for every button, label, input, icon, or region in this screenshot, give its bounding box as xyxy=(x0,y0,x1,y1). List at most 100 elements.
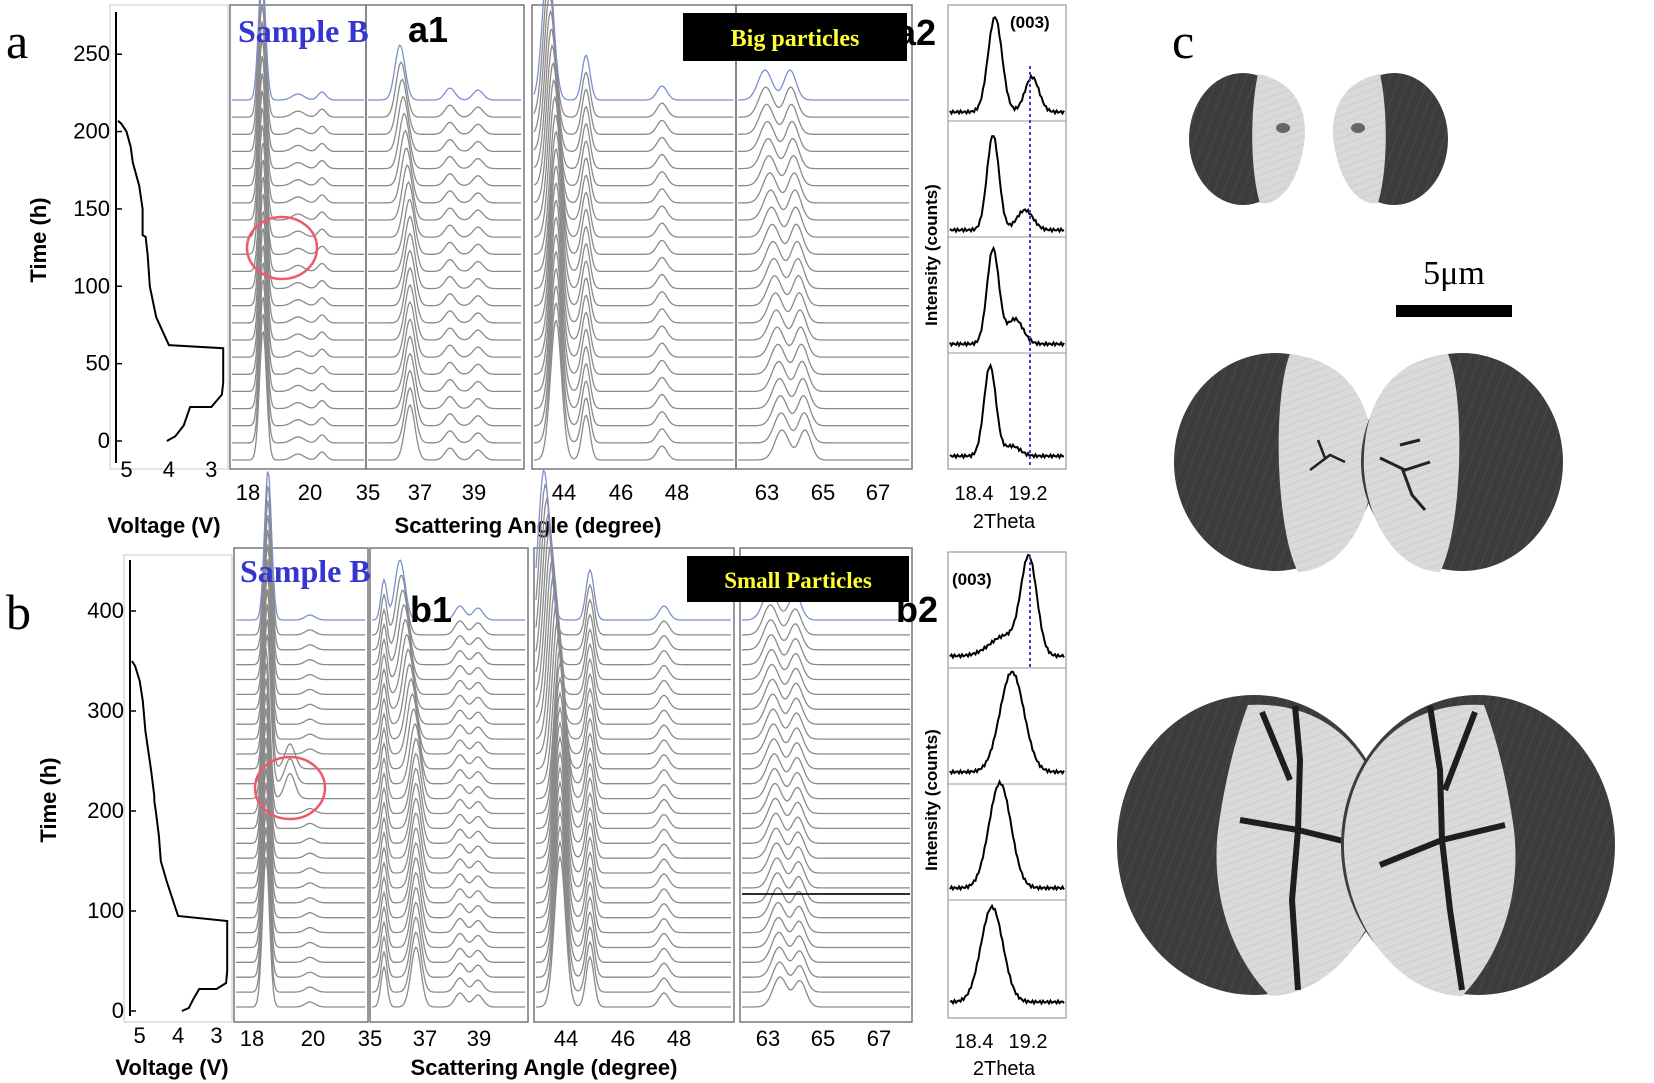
angle-ticks-a: 18 20 35 37 39 44 46 48 63 65 67 xyxy=(236,480,890,505)
peak-label-003: (003) xyxy=(1010,13,1050,32)
tick-label: 44 xyxy=(552,480,576,505)
diffraction-trace xyxy=(533,28,734,170)
diffraction-trace xyxy=(232,296,364,427)
diffraction-trace xyxy=(742,723,910,755)
voltage-plot-frame xyxy=(123,554,233,1023)
voltage-axis-label: Voltage (V) xyxy=(115,1055,228,1080)
diffraction-trace xyxy=(371,916,525,978)
diffraction-trace xyxy=(232,313,364,444)
time-tick-label: 0 xyxy=(112,998,124,1023)
tick-label: 20 xyxy=(301,1026,325,1051)
diffraction-trace xyxy=(533,164,734,307)
voltage-axis-ticks: 5 4 3 xyxy=(134,1023,223,1048)
sample-label: Sample B xyxy=(240,553,371,589)
diffraction-trace xyxy=(371,559,525,621)
diffraction-trace xyxy=(738,120,909,153)
diffraction-trace xyxy=(236,722,365,874)
inset-y-label: Intensity (counts) xyxy=(922,184,941,326)
diffraction-trace xyxy=(236,663,365,815)
diffraction-trace xyxy=(533,0,734,118)
diffraction-trace xyxy=(535,497,731,651)
diffraction-trace xyxy=(236,752,365,904)
diffraction-trace xyxy=(742,767,910,800)
diffraction-trace xyxy=(742,842,910,874)
waterfall-a: Sample B a1 Big particles 18 20 35 37 39… xyxy=(229,0,913,538)
diffraction-trace xyxy=(742,857,910,889)
time-tick-label: 400 xyxy=(87,598,124,623)
waterfall-frame-3 xyxy=(533,547,735,1023)
diffraction-trace xyxy=(368,112,521,170)
inset-b2: b2 (003) Intensity (counts) 18.4 19.2 2T… xyxy=(896,551,1067,1080)
diffraction-trace xyxy=(742,693,910,725)
diffraction-trace xyxy=(368,198,521,255)
diffraction-trace xyxy=(236,693,365,844)
inset-peak-curve xyxy=(949,670,1065,776)
diffraction-trace xyxy=(371,722,525,785)
time-tick-label: 200 xyxy=(87,798,124,823)
badge-big-particles: Big particles xyxy=(731,26,860,52)
diffraction-trace xyxy=(368,300,521,358)
voltage-plot-b: 0 100 200 300 400 5 4 3 Time (h) Voltage (V) xyxy=(36,554,233,1080)
tick-label: 35 xyxy=(356,480,380,505)
time-tick-label: 100 xyxy=(73,273,110,298)
diffraction-trace xyxy=(535,469,731,621)
diffraction-trace xyxy=(533,130,734,273)
diffraction-trace xyxy=(536,735,731,889)
diffraction-trace xyxy=(236,782,365,934)
diffraction-trace xyxy=(368,318,521,375)
inset-peak-curve xyxy=(949,778,1065,892)
voltage-plot-frame xyxy=(109,4,229,470)
diffraction-trace xyxy=(536,765,731,919)
diffraction-trace xyxy=(368,386,521,444)
diffraction-trace xyxy=(371,827,525,889)
diffraction-trace xyxy=(232,176,364,307)
diffraction-trace xyxy=(536,661,731,815)
diffraction-trace xyxy=(742,961,910,993)
tick-label: 18 xyxy=(240,1026,264,1051)
diffraction-trace xyxy=(368,215,521,273)
diffraction-trace xyxy=(368,78,521,135)
diffraction-trace xyxy=(738,360,909,393)
diffraction-trace xyxy=(533,147,734,290)
diffraction-trace xyxy=(533,181,734,324)
diffraction-trace xyxy=(368,44,521,101)
scale-bar-label: 5μm xyxy=(1423,255,1485,292)
peak-label-003: (003) xyxy=(952,570,992,589)
diffraction-trace xyxy=(372,797,525,859)
diffraction-trace xyxy=(371,767,525,830)
diffraction-trace xyxy=(535,675,731,830)
diffraction-trace xyxy=(742,901,910,934)
diffraction-trace xyxy=(236,797,365,949)
particle-medium-left xyxy=(1174,353,1376,572)
diffraction-trace xyxy=(738,103,909,135)
diffraction-trace xyxy=(236,589,365,740)
diffraction-trace xyxy=(535,780,731,934)
diffraction-trace xyxy=(533,267,734,410)
inset-peak-curve xyxy=(949,362,1064,460)
particle-medium-right xyxy=(1361,353,1563,572)
diffraction-trace xyxy=(371,946,525,1008)
diffraction-trace xyxy=(533,0,734,135)
diffraction-trace xyxy=(372,812,525,874)
diffraction-trace xyxy=(232,211,364,341)
diffraction-trace xyxy=(536,854,731,1008)
diffraction-trace xyxy=(236,856,365,1008)
particle-small-right xyxy=(1332,73,1448,205)
waterfall-frame-4 xyxy=(739,547,913,1023)
badge-small-particles: Small Particles xyxy=(724,568,872,593)
diffraction-trace xyxy=(533,9,734,153)
time-axis-label: Time (h) xyxy=(36,757,61,842)
tick-label: 63 xyxy=(756,1026,780,1051)
sample-label: Sample B xyxy=(238,13,369,49)
inset-x-tick: 18.4 xyxy=(955,483,994,505)
diffraction-trace xyxy=(738,274,909,307)
diffraction-trace xyxy=(372,604,525,666)
voltage-tick-label: 5 xyxy=(120,457,132,482)
diffraction-trace xyxy=(742,797,910,830)
diffraction-trace xyxy=(533,61,734,204)
voltage-tick-label: 5 xyxy=(134,1023,146,1048)
time-tick-label: 150 xyxy=(73,196,110,221)
diffraction-trace xyxy=(371,677,525,740)
tick-label: 20 xyxy=(298,480,322,505)
tick-label: 44 xyxy=(554,1026,578,1051)
